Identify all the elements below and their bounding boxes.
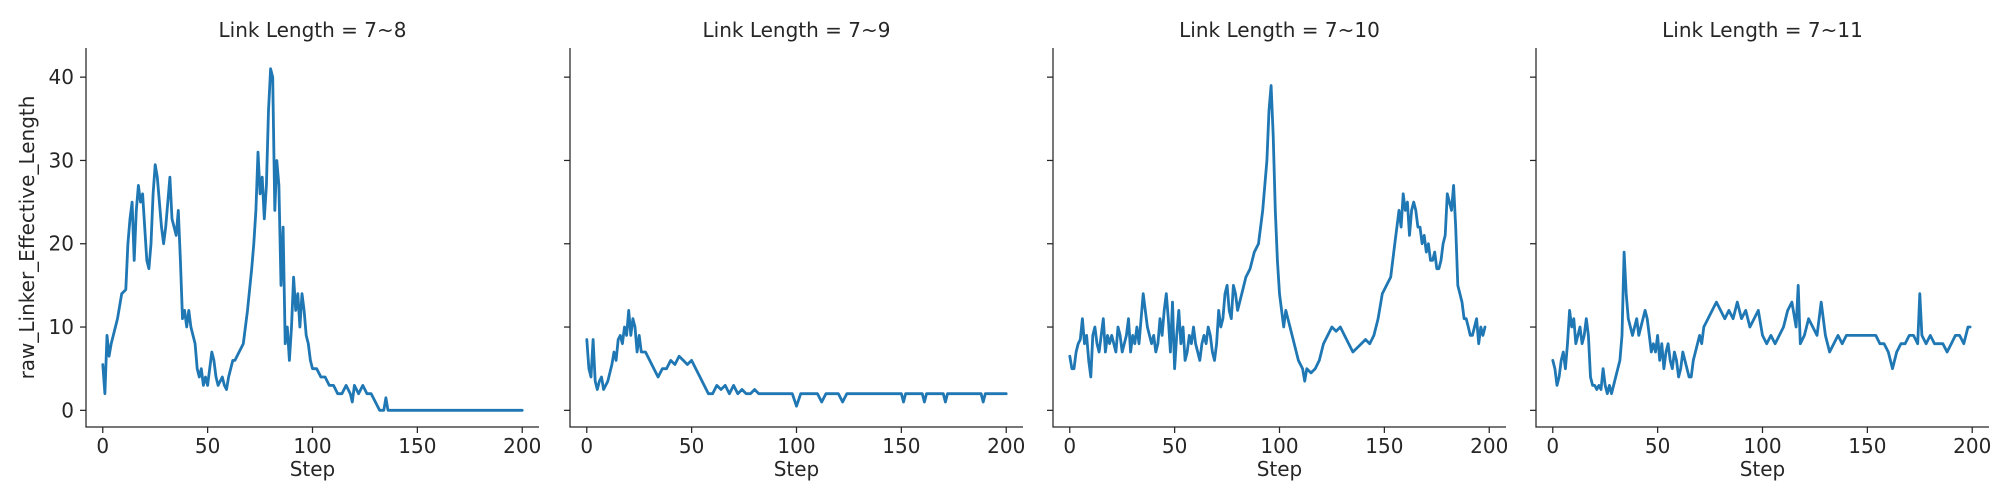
panel-2: Link Length = 7~9 0 50 100 150 200 Step (564, 18, 1025, 481)
axis-spines (85, 48, 539, 428)
x-tick-label: 100 (293, 434, 331, 458)
x-axis-label: Step (1740, 457, 1786, 481)
x-axis-label: Step (1257, 457, 1303, 481)
x-axis-label: Step (774, 457, 820, 481)
series-line (585, 309, 1008, 408)
panel-4: Link Length = 7~11 0 50 100 150 200 Step (1530, 18, 1991, 481)
x-tick-label: 200 (1953, 434, 1991, 458)
panel-title: Link Length = 7~8 (219, 18, 407, 42)
y-tick-label: 10 (49, 315, 74, 339)
panel-title: Link Length = 7~9 (703, 18, 891, 42)
panel-1: Link Length = 7~8 0 50 100 150 200 Step 0 10 20 30… (15, 18, 541, 481)
x-tick-label: 100 (777, 434, 815, 458)
x-tick-label: 0 (96, 434, 109, 458)
x-tick-label: 150 (1365, 434, 1403, 458)
y-tick-label: 20 (49, 232, 74, 256)
x-tick-label: 50 (1162, 434, 1187, 458)
x-tick-label: 50 (1645, 434, 1670, 458)
x-tick-label: 0 (1063, 434, 1076, 458)
x-tick-label: 200 (987, 434, 1025, 458)
x-axis-label: Step (290, 457, 336, 481)
y-tick-label: 40 (49, 65, 74, 89)
axis-spines (569, 48, 1023, 428)
x-tick-label: 150 (1848, 434, 1886, 458)
series-line (101, 67, 524, 412)
x-tick-label: 0 (1546, 434, 1559, 458)
panel-title: Link Length = 7~11 (1662, 18, 1863, 42)
axis-spines (1052, 48, 1506, 428)
x-tick-label: 0 (580, 434, 593, 458)
x-tick-label: 200 (503, 434, 541, 458)
axis-spines (1535, 48, 1989, 428)
x-tick-label: 200 (1470, 434, 1508, 458)
x-tick-label: 150 (398, 434, 436, 458)
series-line (1068, 84, 1487, 383)
x-tick-label: 50 (679, 434, 704, 458)
y-tick-label: 30 (49, 148, 74, 172)
x-tick-label: 100 (1743, 434, 1781, 458)
panel-title: Link Length = 7~10 (1179, 18, 1380, 42)
y-axis-label: raw_Linker_Effective_Length (15, 96, 39, 380)
series-line (1551, 250, 1972, 396)
y-tick-label: 0 (61, 398, 74, 422)
panel-3: Link Length = 7~10 0 50 100 150 200 Step (1047, 18, 1508, 481)
x-tick-label: 100 (1260, 434, 1298, 458)
x-tick-label: 150 (882, 434, 920, 458)
x-tick-label: 50 (195, 434, 220, 458)
